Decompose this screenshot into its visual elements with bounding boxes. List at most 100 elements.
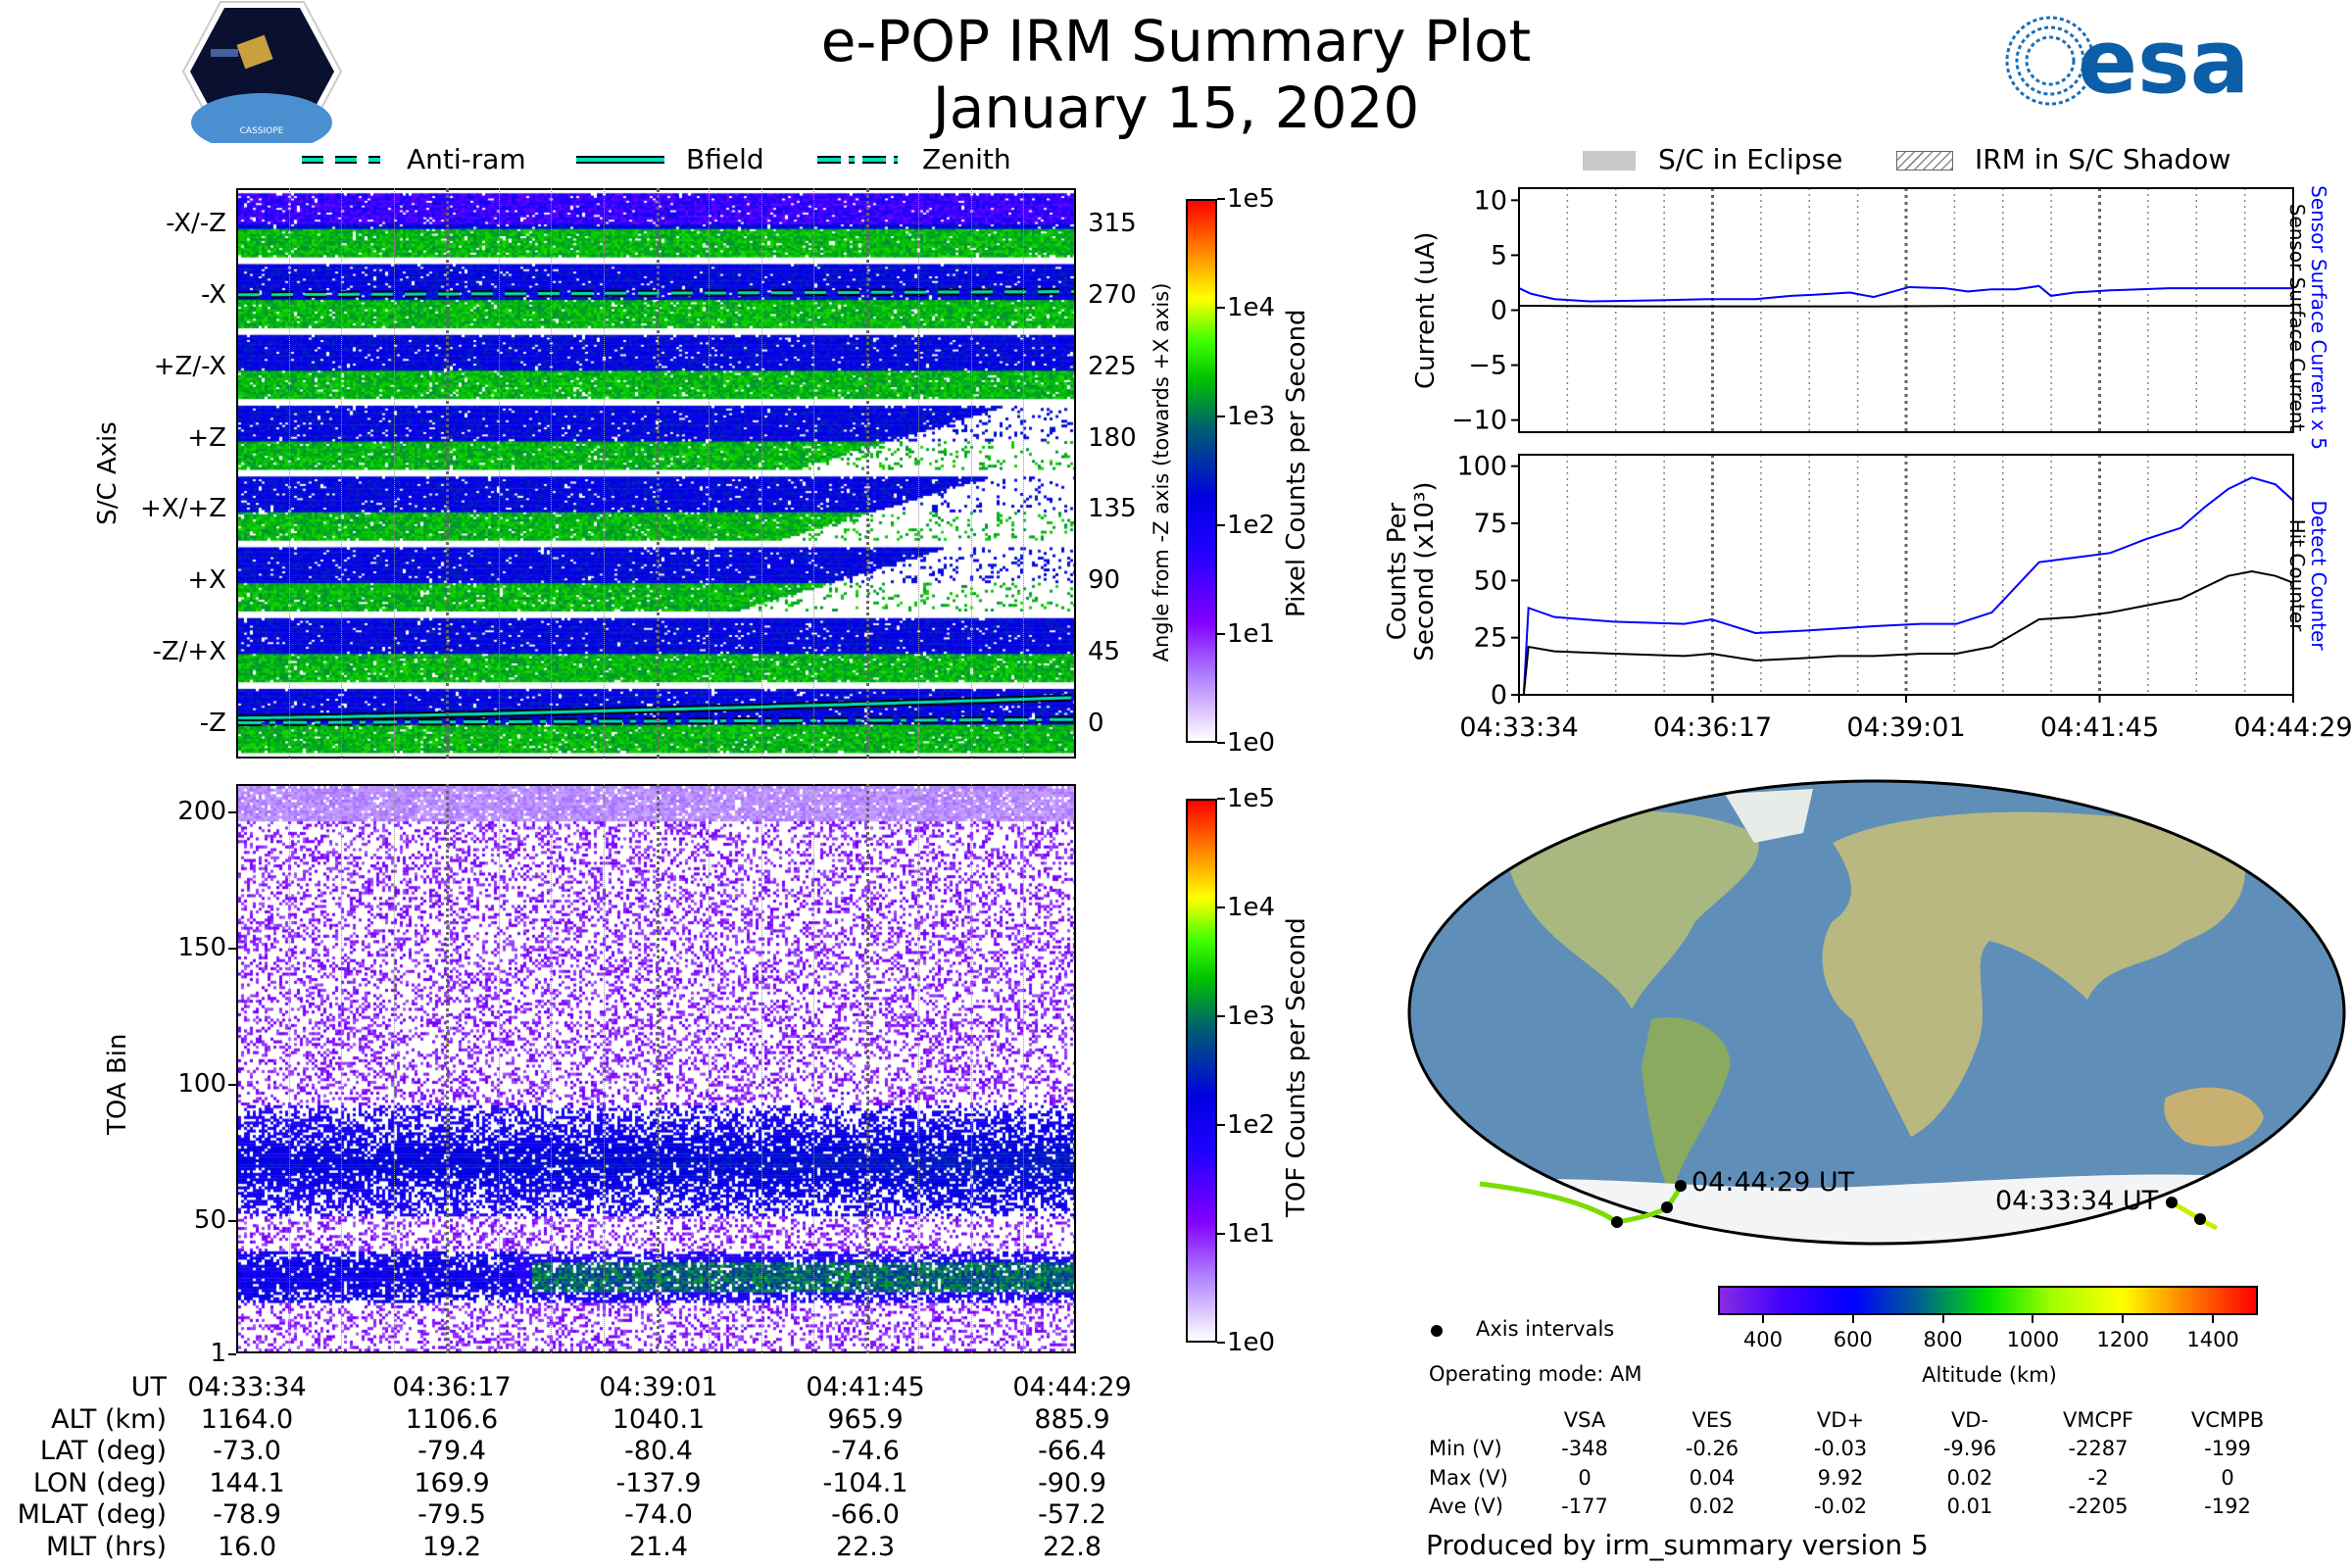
legend-bfield: Bfield bbox=[576, 143, 772, 176]
angle-tick-label: 135 bbox=[1088, 494, 1137, 524]
toa-tick-label: 1 bbox=[210, 1339, 226, 1368]
ephemeris-value: 1164.0 bbox=[200, 1403, 294, 1435]
toa-tick bbox=[228, 1219, 236, 1222]
y-tick-label: 75 bbox=[1474, 509, 1507, 539]
plot-title: e-POP IRM Summary Plot bbox=[820, 8, 1532, 74]
legend-label: Zenith bbox=[922, 143, 1011, 175]
angle-tick-label: 90 bbox=[1088, 565, 1121, 596]
sc-axis-label: +X/+Z bbox=[140, 494, 226, 524]
colorbar-tick bbox=[1217, 416, 1225, 417]
ephemeris-value: -78.9 bbox=[213, 1499, 281, 1530]
colorbar-tick bbox=[1217, 1015, 1225, 1017]
time-gridline bbox=[446, 784, 450, 1353]
y-tick-label: 100 bbox=[1456, 452, 1507, 482]
sc-axis-label: +X bbox=[187, 565, 226, 596]
axis-interval-dot bbox=[1661, 1201, 1673, 1213]
voltage-value: -0.03 bbox=[1813, 1437, 1868, 1460]
colorbar-tick-label: 1e1 bbox=[1227, 1219, 1276, 1249]
orbit-start-label: 04:33:34 UT bbox=[1995, 1186, 2159, 1216]
sc-axis-label: +Z bbox=[187, 422, 226, 453]
ephemeris-row-label: UT bbox=[130, 1372, 167, 1402]
ephemeris-value: -73.0 bbox=[213, 1436, 281, 1466]
toa-tick-label: 100 bbox=[177, 1068, 226, 1099]
angle-tick-label: 45 bbox=[1088, 636, 1121, 666]
time-gridline bbox=[446, 188, 450, 759]
axis-interval-dot bbox=[1675, 1180, 1687, 1192]
colorbar-tick bbox=[1217, 798, 1225, 800]
time-gridline bbox=[551, 188, 553, 759]
legend-anti-ram: Anti-ram bbox=[302, 143, 694, 176]
australia bbox=[2164, 1087, 2264, 1147]
colorbar-tick-label: 1e1 bbox=[1227, 619, 1276, 649]
colorbar-tick-label: 1e0 bbox=[1227, 1328, 1276, 1357]
altitude-colorbar bbox=[1718, 1286, 2258, 1315]
time-gridline bbox=[709, 188, 710, 759]
voltage-column-header: VCMPB bbox=[2190, 1408, 2265, 1432]
time-gridline bbox=[603, 784, 605, 1353]
svg-text:esa: esa bbox=[2078, 12, 2249, 110]
ephemeris-value: 22.3 bbox=[835, 1531, 896, 1562]
voltage-value: 0.02 bbox=[1946, 1465, 1993, 1490]
sensor-current-label: Sensor Surface Current bbox=[2285, 203, 2309, 432]
time-gridline bbox=[393, 784, 395, 1353]
series-line-detect-counter bbox=[1519, 476, 2294, 696]
colorbar-tick-label: 1e5 bbox=[1227, 184, 1276, 214]
current-right-labels: Sensor Surface Current x 5 Sensor Surfac… bbox=[2285, 171, 2330, 465]
series-line-sensor-surface-current-x-5 bbox=[1518, 284, 2293, 303]
ephemeris-value: -79.4 bbox=[417, 1436, 486, 1466]
time-gridline bbox=[760, 784, 762, 1353]
voltage-value: -348 bbox=[1561, 1437, 1608, 1460]
voltage-value: 0.04 bbox=[1689, 1465, 1736, 1490]
altitude-tick-label: 1000 bbox=[2006, 1328, 2060, 1351]
axis-interval-legend-dot-icon bbox=[1431, 1325, 1443, 1337]
altitude-tick-label: 400 bbox=[1742, 1328, 1783, 1351]
north-america bbox=[1506, 810, 1759, 1009]
axis-interval-dot bbox=[1611, 1216, 1623, 1228]
orbit-track-end bbox=[1479, 1181, 1684, 1225]
axis-interval-legend-label: Axis intervals bbox=[1476, 1317, 1615, 1341]
anti-ram-line-icon bbox=[302, 156, 380, 164]
altitude-tick bbox=[2122, 1315, 2125, 1323]
legend-eclipse: S/C in Eclipse bbox=[1658, 143, 1843, 175]
altitude-tick bbox=[1941, 1315, 1944, 1323]
time-gridline bbox=[498, 784, 500, 1353]
footer-text: Produced by irm_summary version 5 bbox=[1426, 1529, 1929, 1561]
altitude-tick bbox=[1851, 1315, 1854, 1323]
time-gridline bbox=[288, 784, 290, 1353]
x-tick-label: 04:44:29 bbox=[2233, 712, 2352, 743]
counts-ylabel-line2: Second (x10³) bbox=[1410, 481, 1440, 662]
ephemeris-value: 965.9 bbox=[827, 1403, 904, 1435]
ephemeris-value: 885.9 bbox=[1034, 1403, 1110, 1435]
colorbar-tick bbox=[1217, 906, 1225, 908]
axis-interval-dot bbox=[2166, 1197, 2178, 1208]
ephemeris-value: 04:44:29 bbox=[1012, 1372, 1132, 1402]
sensor-current-x5-label: Sensor Surface Current x 5 bbox=[2307, 185, 2330, 450]
time-gridline bbox=[341, 188, 343, 759]
voltage-value: -9.96 bbox=[1942, 1437, 1997, 1460]
voltage-value: 9.92 bbox=[1817, 1465, 1864, 1490]
ephemeris-value: 04:33:34 bbox=[187, 1372, 307, 1402]
colorbar-tick bbox=[1217, 1233, 1225, 1235]
time-gridline bbox=[656, 784, 660, 1353]
ephemeris-value: -80.4 bbox=[624, 1436, 693, 1466]
altitude-tick bbox=[2032, 1315, 2034, 1323]
detect-counter-label: Detect Counter bbox=[2307, 500, 2330, 651]
time-gridline bbox=[288, 188, 290, 759]
ephemeris-value: -137.9 bbox=[615, 1467, 702, 1498]
ephemeris-row-label: MLT (hrs) bbox=[45, 1531, 167, 1562]
voltage-value: -0.02 bbox=[1813, 1494, 1868, 1518]
toa-tick bbox=[228, 947, 236, 950]
ephemeris-value: 1040.1 bbox=[612, 1403, 706, 1435]
voltage-column-header: VES bbox=[1691, 1408, 1733, 1432]
time-gridline bbox=[498, 188, 500, 759]
tof-counts-label: TOF Counts per Second bbox=[1282, 917, 1311, 1217]
ephemeris-value: -104.1 bbox=[822, 1467, 908, 1498]
operating-mode: Operating mode: AM bbox=[1429, 1362, 1642, 1386]
counts-chart: 100 75 50 25 004:33:34 04:36:17 04:39:01 04:41:… bbox=[1456, 452, 2352, 743]
ephemeris-value: -66.4 bbox=[1038, 1436, 1106, 1466]
y-tick-label: −10 bbox=[1451, 406, 1507, 436]
colorbar-tick bbox=[1217, 742, 1225, 744]
voltage-value: 0.02 bbox=[1689, 1494, 1736, 1518]
angle-tick-label: 270 bbox=[1088, 280, 1137, 311]
series-line-hit-counter bbox=[1519, 569, 2294, 696]
